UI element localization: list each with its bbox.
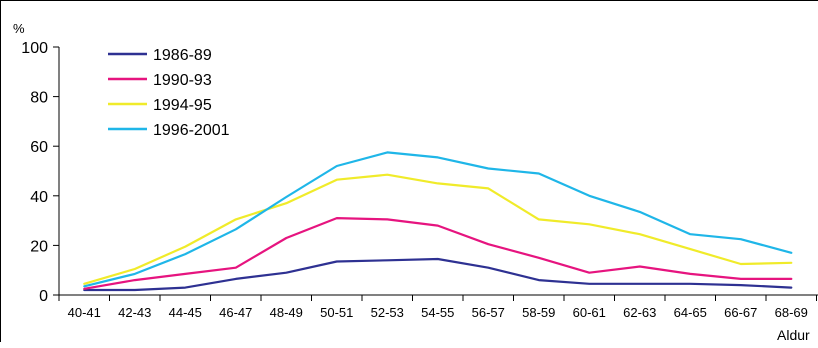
x-tick-label: 64-65 — [674, 305, 707, 320]
x-tick-label: 50-51 — [320, 305, 353, 320]
y-tick-label: 100 — [21, 40, 48, 57]
x-tick-label: 60-61 — [573, 305, 606, 320]
x-tick-label: 54-55 — [421, 305, 454, 320]
x-tick-label: 62-63 — [623, 305, 656, 320]
legend-label: 1994-95 — [153, 97, 212, 114]
x-tick-label: 46-47 — [219, 305, 252, 320]
y-tick-label: 20 — [30, 238, 48, 255]
series-line-1986-89 — [83, 257, 793, 292]
series-line-1996-2001 — [83, 151, 793, 288]
y-tick-label: 60 — [30, 139, 48, 156]
x-tick-label: 42-43 — [118, 305, 151, 320]
x-tick-label: 52-53 — [371, 305, 404, 320]
x-tick-label: 44-45 — [169, 305, 202, 320]
x-tick-label: 58-59 — [522, 305, 555, 320]
legend-label: 1986-89 — [153, 47, 212, 64]
y-tick-label: 80 — [30, 90, 48, 107]
x-tick-label: 40-41 — [68, 305, 101, 320]
series-line-1990-93 — [83, 217, 793, 290]
legend-label: 1990-93 — [153, 72, 212, 89]
y-tick-label: 0 — [39, 288, 48, 305]
x-tick-label: 48-49 — [270, 305, 303, 320]
y-axis-title: % — [13, 21, 25, 36]
series-layer — [83, 151, 793, 292]
series-line-1994-95 — [83, 173, 793, 285]
axes: 0 20 40 60 80 100 40-41 42-43 44-45 46-47 48-49 50-… — [21, 40, 818, 320]
x-tick-label: 56-57 — [472, 305, 505, 320]
x-tick-label: 68-69 — [775, 305, 808, 320]
legend: 1986-89 1990-93 1994-95 1996-2001 — [108, 47, 230, 139]
x-tick-label: 66-67 — [724, 305, 757, 320]
x-axis-title: Aldur — [777, 327, 810, 343]
y-tick-label: 40 — [30, 189, 48, 206]
legend-label: 1996-2001 — [153, 122, 230, 139]
